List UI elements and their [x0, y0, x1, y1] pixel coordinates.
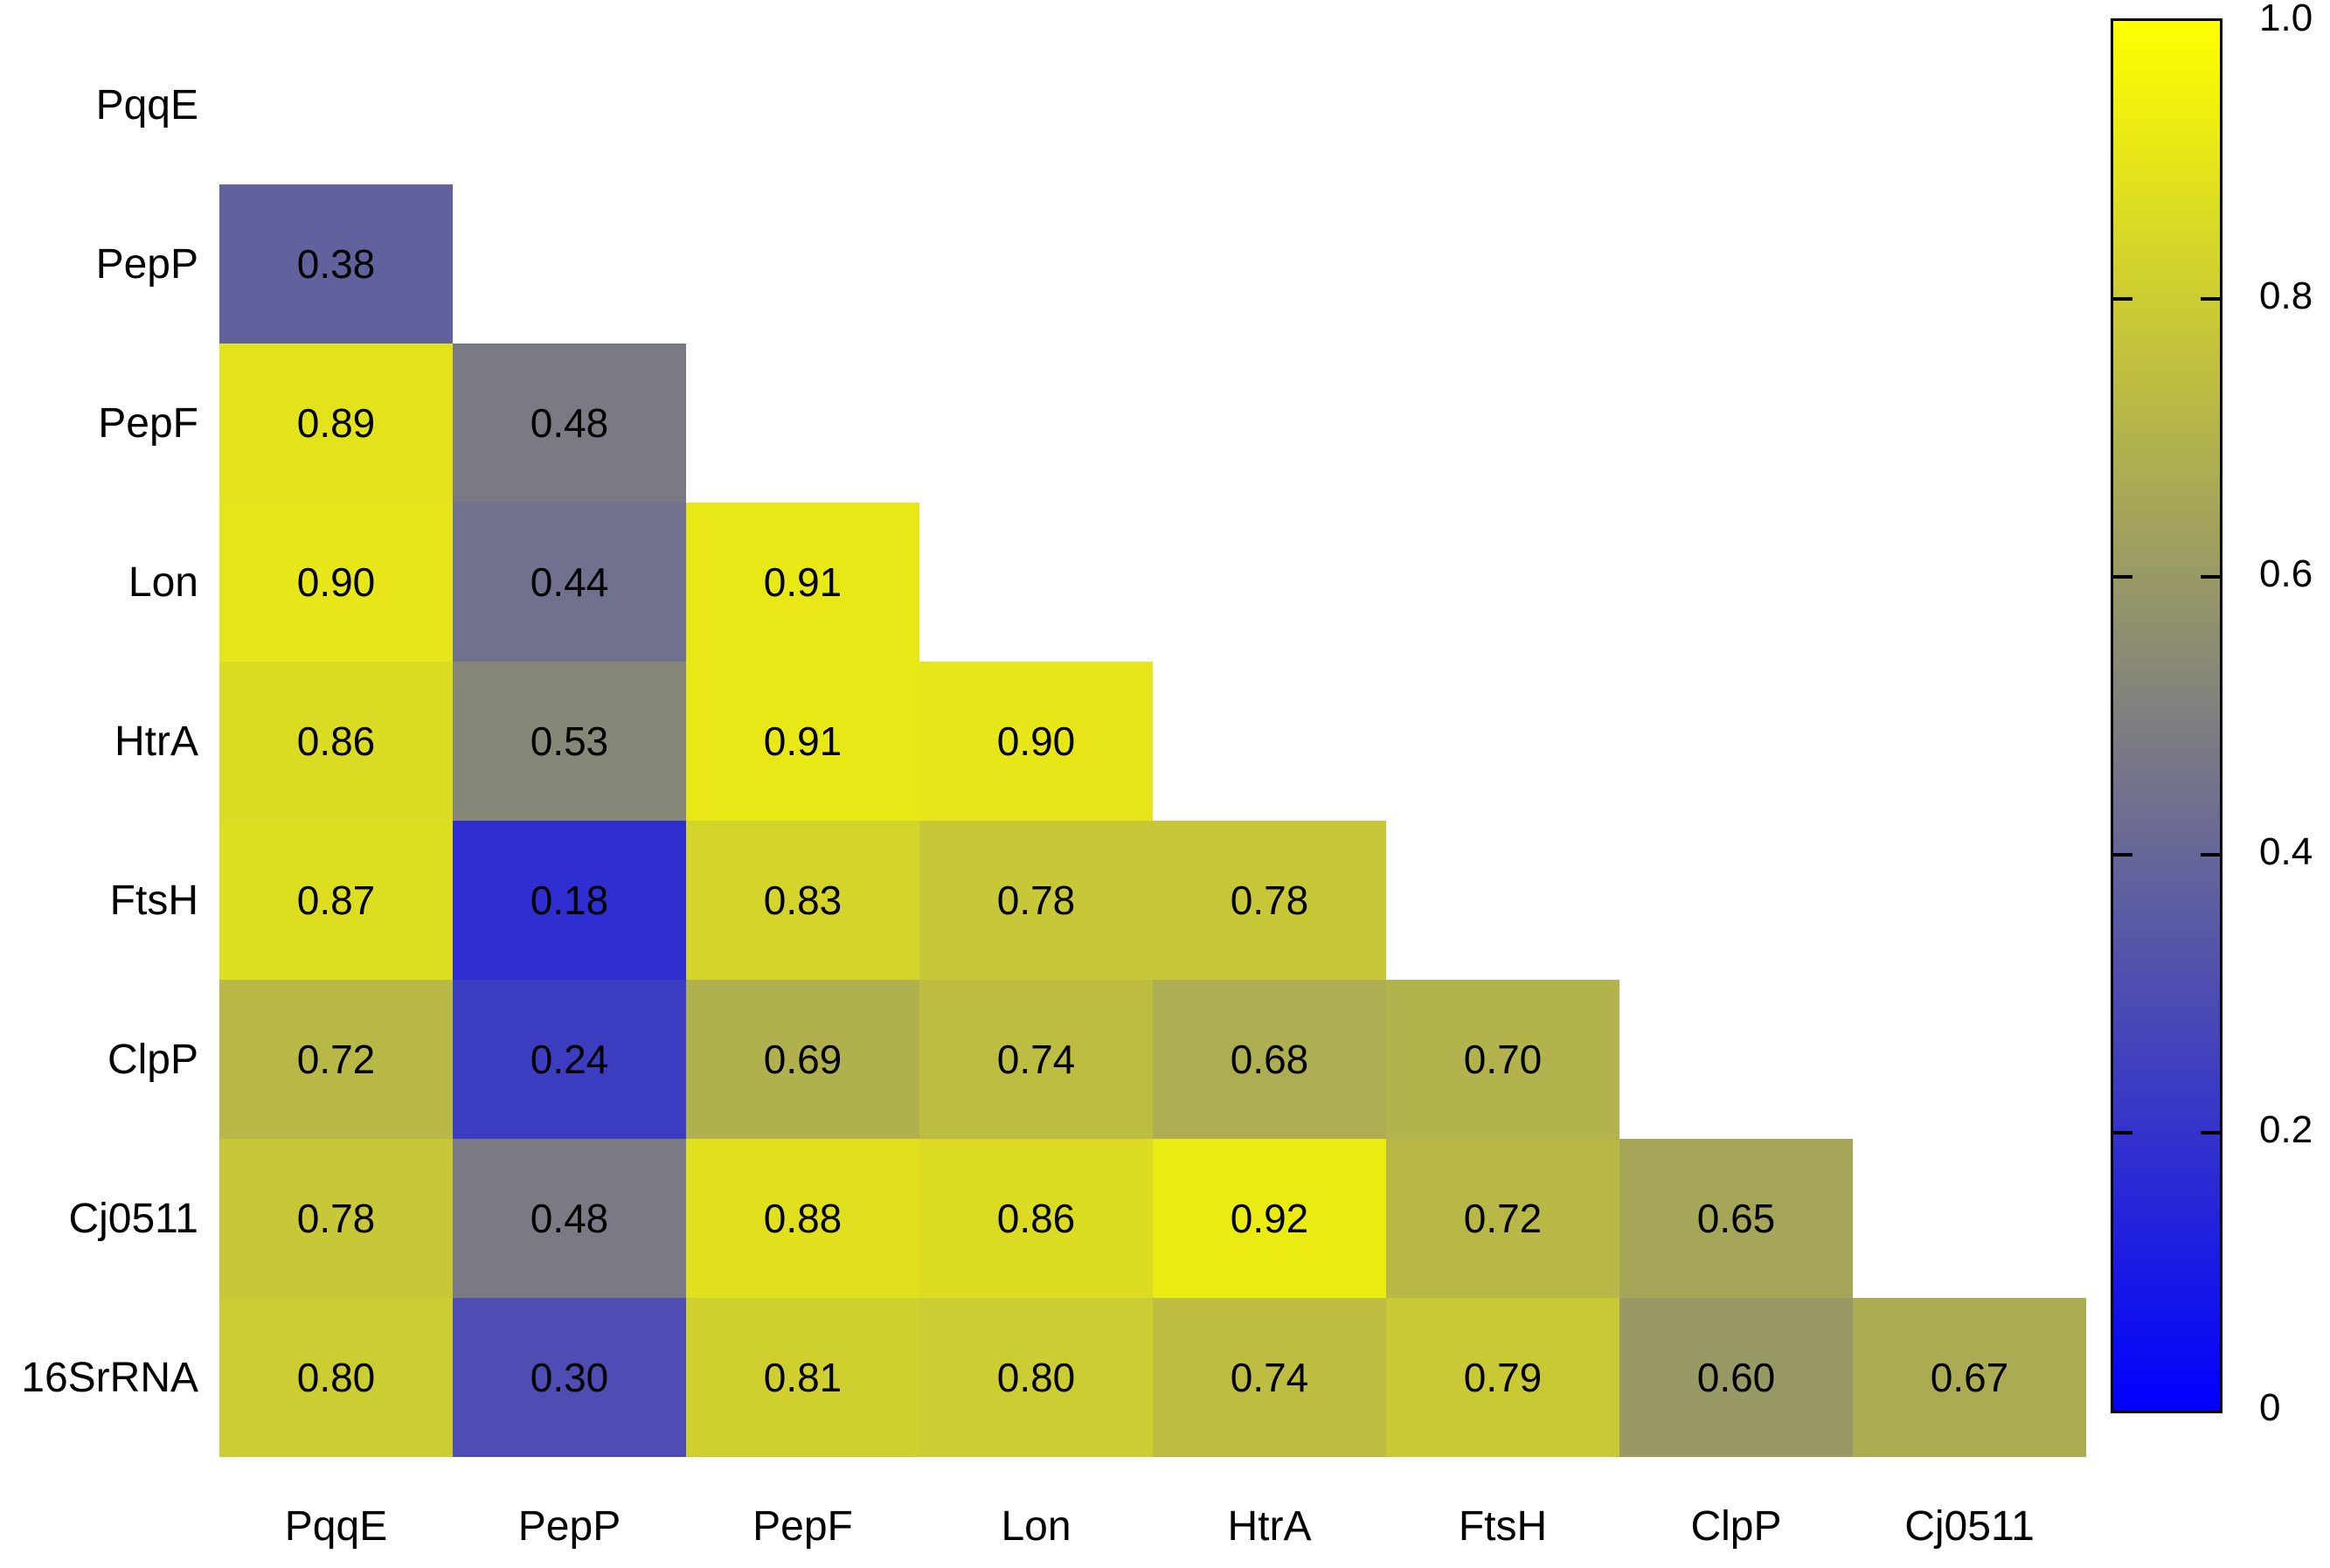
- heatmap-cell: 0.78: [919, 821, 1153, 980]
- heatmap-cell: 0.44: [453, 503, 686, 662]
- heatmap-cell: 0.91: [686, 662, 919, 821]
- colorbar-tick-label: 0.4: [2259, 830, 2313, 873]
- colorbar-gradient: [2111, 18, 2223, 1413]
- heatmap-cell: 0.38: [219, 184, 453, 343]
- column-label: PepF: [752, 1502, 853, 1550]
- heatmap-cell: 0.68: [1153, 980, 1386, 1139]
- row-label: FtsH: [109, 877, 198, 924]
- colorbar-tick: [2201, 297, 2220, 301]
- column-label: Cj0511: [1904, 1502, 2035, 1550]
- heatmap-cell: 0.78: [1153, 821, 1386, 980]
- heatmap-cell: 0.89: [219, 343, 453, 503]
- colorbar-tick-label: 0: [2259, 1386, 2281, 1429]
- heatmap-cell: 0.86: [219, 662, 453, 821]
- colorbar-tick: [2113, 853, 2132, 857]
- column-label: HtrA: [1227, 1502, 1312, 1550]
- heatmap-cell: 0.81: [686, 1298, 919, 1457]
- column-label: PqqE: [284, 1502, 388, 1550]
- heatmap-cell: 0.74: [919, 980, 1153, 1139]
- column-label: ClpP: [1690, 1502, 1782, 1550]
- heatmap-cell: 0.72: [219, 980, 453, 1139]
- heatmap-cell: 0.80: [219, 1298, 453, 1457]
- column-label: PepP: [517, 1502, 621, 1550]
- heatmap-cell: 0.48: [453, 1139, 686, 1298]
- heatmap-cell: 0.86: [919, 1139, 1153, 1298]
- colorbar-tick: [2113, 297, 2132, 301]
- heatmap-cell: 0.60: [1619, 1298, 1853, 1457]
- column-label: Lon: [1001, 1502, 1071, 1550]
- row-label: 16SrRNA: [21, 1354, 198, 1401]
- heatmap-cell: 0.48: [453, 343, 686, 503]
- row-label: PqqE: [95, 81, 198, 128]
- row-label: Cj0511: [68, 1195, 198, 1242]
- heatmap-cell: 0.70: [1386, 980, 1619, 1139]
- colorbar-tick: [2201, 1131, 2220, 1134]
- heatmap-cell: 0.78: [219, 1139, 453, 1298]
- heatmap-cell: 0.72: [1386, 1139, 1619, 1298]
- heatmap-cell: 0.88: [686, 1139, 919, 1298]
- colorbar-tick: [2113, 1131, 2132, 1134]
- heatmap-cell: 0.80: [919, 1298, 1153, 1457]
- column-label: FtsH: [1458, 1502, 1548, 1550]
- row-label: PepF: [98, 399, 198, 447]
- heatmap-cell: 0.91: [686, 503, 919, 662]
- colorbar-tick: [2113, 575, 2132, 579]
- heatmap-cell: 0.18: [453, 821, 686, 980]
- row-label: PepP: [95, 240, 198, 288]
- colorbar-tick-label: 0.6: [2259, 552, 2313, 595]
- colorbar-tick-label: 1.0: [2259, 0, 2313, 39]
- heatmap-cell: 0.30: [453, 1298, 686, 1457]
- row-label: Lon: [128, 559, 198, 606]
- row-label: HtrA: [114, 718, 198, 765]
- colorbar-tick: [2201, 575, 2220, 579]
- heatmap-cell: 0.79: [1386, 1298, 1619, 1457]
- heatmap-cell: 0.90: [219, 503, 453, 662]
- heatmap-cell: 0.90: [919, 662, 1153, 821]
- heatmap-cell: 0.24: [453, 980, 686, 1139]
- colorbar-tick: [2201, 853, 2220, 857]
- heatmap-cell: 0.74: [1153, 1298, 1386, 1457]
- heatmap-cell: 0.53: [453, 662, 686, 821]
- heatmap-cell: 0.65: [1619, 1139, 1853, 1298]
- heatmap-cell: 0.87: [219, 821, 453, 980]
- heatmap-cell: 0.69: [686, 980, 919, 1139]
- heatmap-cell: 0.83: [686, 821, 919, 980]
- heatmap-cell: 0.67: [1853, 1298, 2086, 1457]
- colorbar-tick-label: 0.2: [2259, 1108, 2313, 1151]
- heatmap-cell: 0.92: [1153, 1139, 1386, 1298]
- colorbar-tick-label: 0.8: [2259, 274, 2313, 317]
- row-label: ClpP: [107, 1036, 198, 1083]
